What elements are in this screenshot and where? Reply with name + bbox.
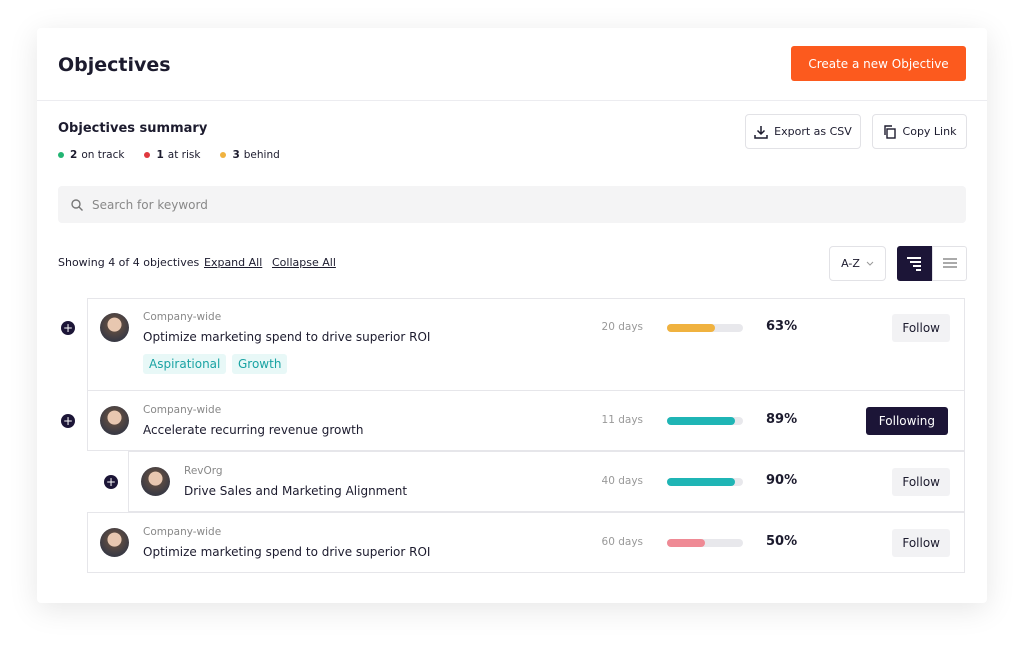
sort-dropdown[interactable]: A-Z [829, 246, 886, 281]
copy-label: Copy Link [902, 125, 957, 138]
page-title: Objectives [58, 54, 171, 76]
export-label: Export as CSV [774, 125, 852, 138]
objective-scope: Company-wide [143, 404, 222, 416]
status-dot [220, 152, 227, 158]
status-dot [58, 152, 64, 158]
showing-count: Showing 4 of 4 objectives [58, 256, 200, 269]
objective-row [128, 451, 965, 512]
status: 2 on track [58, 149, 124, 161]
objective-title[interactable]: Drive Sales and Marketing Alignment [184, 484, 408, 498]
days-left: 40 days [601, 475, 643, 487]
status-count: 3 [232, 149, 240, 161]
avatar [100, 528, 129, 557]
objective-scope: Company-wide [143, 526, 222, 538]
days-left: 20 days [601, 321, 643, 333]
follow-button[interactable]: Follow [892, 468, 950, 496]
copy-icon [883, 124, 896, 139]
objective-title[interactable]: Accelerate recurring revenue growth [143, 423, 364, 437]
search-icon [71, 198, 83, 211]
follow-button[interactable]: Follow [892, 314, 950, 342]
export-button[interactable]: Export as CSV [745, 114, 861, 149]
progress-fill [667, 324, 715, 332]
download-icon [754, 125, 768, 139]
tag: Growth [232, 354, 288, 374]
expand-icon[interactable]: + [61, 321, 75, 335]
list-icon [943, 258, 957, 268]
objective-title[interactable]: Optimize marketing spend to drive superi… [143, 330, 431, 344]
search-placeholder: Search for keyword [92, 197, 208, 212]
list-view-toggle[interactable] [932, 246, 967, 281]
progress-fill [667, 539, 705, 547]
expand-icon[interactable]: + [61, 414, 75, 428]
days-left: 60 days [601, 536, 643, 548]
copy-button[interactable]: Copy Link [872, 114, 967, 149]
progress-fill [667, 417, 735, 425]
divider [37, 100, 987, 101]
status-label: at risk [167, 149, 201, 161]
status-count: 2 [70, 149, 78, 161]
progress-track [667, 539, 743, 547]
collapse-all[interactable]: Collapse All [272, 256, 336, 269]
days-left: 11 days [601, 414, 643, 426]
objective-title[interactable]: Optimize marketing spend to drive superi… [143, 545, 431, 559]
objective-scope: RevOrg [184, 465, 223, 477]
follow-button[interactable]: Following [865, 407, 948, 435]
progress-fill [667, 478, 736, 486]
status-dot [144, 152, 151, 158]
create-button[interactable]: Create a new Objective [791, 46, 966, 81]
progress-percent: 89% [766, 412, 798, 427]
avatar [100, 406, 129, 435]
follow-button[interactable]: Follow [892, 529, 950, 557]
status-label: behind [243, 149, 280, 161]
status: 3 behind [220, 149, 280, 161]
expand-all[interactable]: Expand All [204, 256, 263, 269]
avatar [100, 313, 129, 342]
status-label: on track [81, 149, 125, 161]
progress-percent: 63% [766, 319, 798, 334]
progress-percent: 90% [766, 473, 798, 488]
objective-scope: Company-wide [143, 311, 222, 323]
expand-icon[interactable]: + [104, 475, 118, 489]
tree-view-toggle[interactable] [897, 246, 932, 281]
status: 1 at risk [144, 149, 200, 161]
tree-icon [907, 257, 921, 271]
status-count: 1 [156, 149, 164, 161]
summary-title: Objectives summary [58, 121, 208, 136]
search-bar[interactable]: Search for keyword [58, 186, 966, 223]
objective-row [87, 390, 965, 451]
objective-row [87, 512, 965, 573]
status-list: 2 on track 1 at risk 3 behind [58, 149, 280, 161]
progress-percent: 50% [766, 534, 798, 549]
avatar [141, 467, 170, 496]
chevron [866, 261, 874, 266]
sort-label: A-Z [841, 257, 860, 270]
tag: Aspirational [143, 354, 227, 374]
